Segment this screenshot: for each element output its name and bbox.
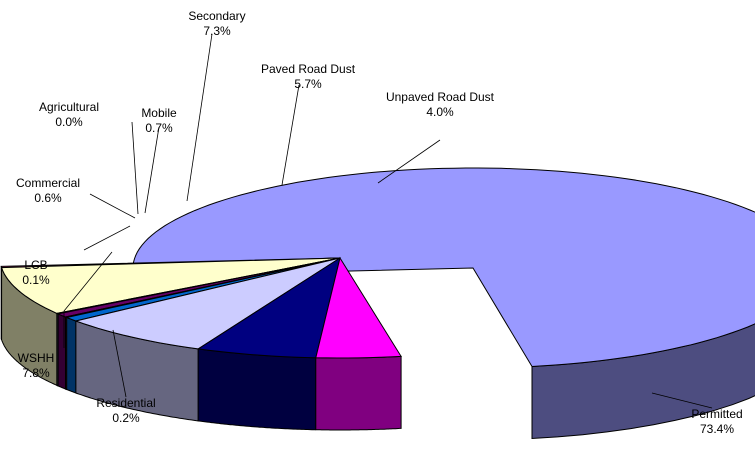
label-name-permitted: Permitted bbox=[691, 407, 742, 421]
label-value-wshh: 7.8% bbox=[22, 366, 50, 380]
leader-permitted bbox=[651, 392, 713, 409]
slice-side-unpaved-road-dust bbox=[315, 355, 402, 431]
slice-unpaved-road-dust bbox=[315, 256, 402, 359]
label-name-agricultural: Agricultural bbox=[39, 100, 99, 114]
slice-side-paved-road-dust bbox=[197, 348, 317, 431]
leader-paved-road-dust bbox=[281, 84, 300, 186]
slice-paved-road-dust bbox=[196, 256, 341, 359]
pie-sides bbox=[0, 266, 755, 440]
slice-secondary bbox=[74, 257, 341, 350]
leader-mobile bbox=[144, 126, 160, 214]
label-value-residential: 0.2% bbox=[112, 411, 140, 425]
leader-lcb bbox=[83, 225, 131, 251]
slice-side-mobile bbox=[66, 317, 77, 394]
slice-permitted bbox=[132, 167, 755, 368]
label-value-agricultural: 0.0% bbox=[55, 115, 83, 129]
label-name-wshh: WSHH bbox=[18, 351, 55, 365]
label-name-mobile: Mobile bbox=[141, 106, 177, 120]
slice-wshh bbox=[0, 257, 341, 314]
label-value-permitted: 73.4% bbox=[700, 422, 734, 436]
label-name-unpaved-road-dust: Unpaved Road Dust bbox=[386, 90, 495, 104]
leader-agricultural bbox=[131, 121, 139, 215]
label-name-paved-road-dust: Paved Road Dust bbox=[261, 62, 356, 76]
label-name-commercial: Commercial bbox=[16, 176, 80, 190]
leader-residential bbox=[112, 329, 127, 398]
label-value-lcb: 0.1% bbox=[22, 273, 50, 287]
label-name-residential: Residential bbox=[96, 396, 155, 410]
label-value-commercial: 0.6% bbox=[34, 191, 62, 205]
leader-secondary bbox=[186, 33, 213, 202]
label-name-lcb: LCB bbox=[24, 258, 47, 272]
label-name-secondary: Secondary bbox=[188, 9, 245, 23]
label-value-mobile: 0.7% bbox=[145, 121, 173, 135]
leader-wshh bbox=[63, 251, 113, 348]
label-value-secondary: 7.3% bbox=[203, 24, 231, 38]
leader-commercial bbox=[89, 193, 136, 219]
leader-unpaved-road-dust bbox=[377, 139, 441, 184]
label-value-unpaved-road-dust: 4.0% bbox=[426, 105, 454, 119]
label-value-paved-road-dust: 5.7% bbox=[294, 77, 322, 91]
pie-tops bbox=[0, 167, 755, 368]
